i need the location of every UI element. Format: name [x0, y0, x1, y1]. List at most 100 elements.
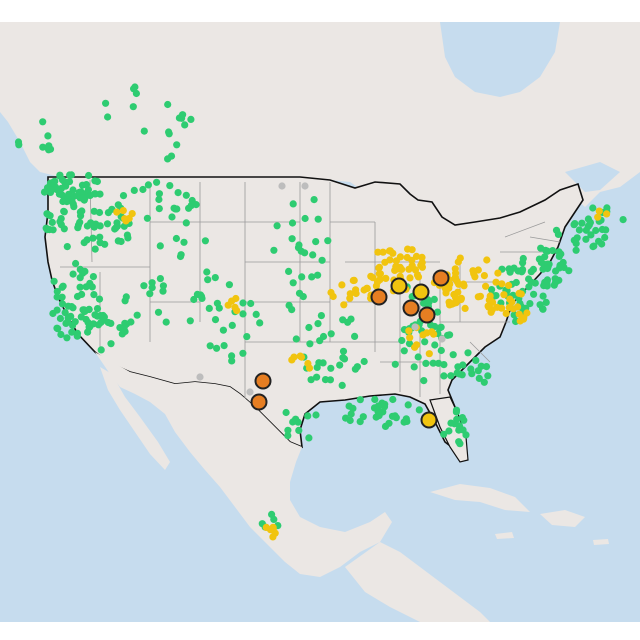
good-sensor-marker[interactable] [206, 342, 214, 350]
good-sensor-marker[interactable] [360, 357, 368, 366]
good-sensor-marker[interactable] [82, 181, 90, 189]
good-sensor-marker[interactable] [203, 268, 211, 276]
moderate-sensor-marker[interactable] [456, 254, 464, 262]
good-sensor-marker[interactable] [414, 353, 422, 361]
good-sensor-marker[interactable] [64, 318, 72, 326]
good-sensor-marker[interactable] [324, 237, 332, 245]
good-sensor-marker[interactable] [347, 410, 355, 418]
good-sensor-marker[interactable] [97, 318, 105, 327]
good-sensor-marker[interactable] [519, 259, 527, 267]
good-sensor-marker[interactable] [284, 432, 292, 440]
moderate-sensor-marker[interactable] [428, 328, 436, 336]
good-sensor-marker[interactable] [56, 314, 64, 323]
good-sensor-marker[interactable] [228, 357, 236, 365]
good-sensor-marker[interactable] [573, 234, 581, 242]
moderate-sensor-marker[interactable] [452, 269, 460, 277]
good-sensor-marker[interactable] [305, 434, 313, 442]
map-view[interactable] [0, 22, 640, 622]
good-sensor-marker[interactable] [539, 292, 547, 300]
good-sensor-marker[interactable] [543, 264, 552, 273]
good-sensor-marker[interactable] [571, 220, 579, 228]
good-sensor-marker[interactable] [173, 141, 181, 149]
moderate-sensor-marker[interactable] [406, 334, 414, 342]
moderate-sensor-marker[interactable] [233, 307, 241, 315]
good-sensor-marker[interactable] [327, 330, 335, 338]
good-sensor-marker[interactable] [93, 305, 102, 313]
good-sensor-marker[interactable] [289, 200, 297, 208]
map-canvas[interactable] [0, 22, 640, 622]
good-sensor-marker[interactable] [84, 318, 92, 327]
good-sensor-marker[interactable] [156, 275, 164, 283]
moderate-sensor-marker[interactable] [346, 294, 354, 302]
good-sensor-marker[interactable] [353, 363, 361, 371]
good-sensor-marker[interactable] [107, 340, 115, 348]
good-sensor-marker[interactable] [107, 319, 115, 327]
good-sensor-marker[interactable] [389, 395, 397, 404]
good-sensor-marker[interactable] [186, 317, 194, 325]
good-sensor-marker[interactable] [526, 300, 534, 308]
good-sensor-marker[interactable] [316, 337, 324, 345]
good-sensor-marker[interactable] [314, 320, 322, 328]
good-sensor-marker[interactable] [455, 370, 463, 378]
moderate-sensor-marker[interactable] [352, 289, 360, 298]
good-sensor-marker[interactable] [69, 270, 77, 278]
good-sensor-marker[interactable] [204, 276, 212, 284]
moderate-sensor-marker[interactable] [412, 283, 430, 301]
good-sensor-marker[interactable] [372, 413, 380, 421]
good-sensor-marker[interactable] [474, 367, 482, 375]
good-sensor-marker[interactable] [295, 241, 303, 249]
good-sensor-marker[interactable] [247, 299, 255, 308]
good-sensor-marker[interactable] [371, 395, 379, 404]
good-sensor-marker[interactable] [578, 219, 586, 227]
good-sensor-marker[interactable] [84, 328, 92, 336]
moderate-sensor-marker[interactable] [408, 262, 416, 270]
good-sensor-marker[interactable] [181, 121, 189, 129]
good-sensor-marker[interactable] [201, 237, 209, 245]
good-sensor-marker[interactable] [82, 283, 90, 291]
good-sensor-marker[interactable] [153, 178, 161, 186]
good-sensor-marker[interactable] [48, 218, 56, 226]
good-sensor-marker[interactable] [155, 195, 163, 204]
good-sensor-marker[interactable] [452, 406, 461, 414]
good-sensor-marker[interactable] [159, 282, 167, 290]
good-sensor-marker[interactable] [40, 188, 49, 196]
good-sensor-marker[interactable] [190, 295, 198, 304]
good-sensor-marker[interactable] [228, 352, 236, 360]
good-sensor-marker[interactable] [133, 311, 141, 319]
good-sensor-marker[interactable] [211, 274, 219, 282]
good-sensor-marker[interactable] [166, 182, 174, 190]
good-sensor-marker[interactable] [56, 171, 64, 179]
good-sensor-marker[interactable] [73, 292, 82, 301]
moderate-sensor-marker[interactable] [603, 210, 611, 218]
usg-sensor-marker[interactable] [402, 299, 420, 317]
good-sensor-marker[interactable] [270, 246, 278, 254]
good-sensor-marker[interactable] [182, 219, 190, 227]
good-sensor-marker[interactable] [219, 326, 227, 334]
good-sensor-marker[interactable] [292, 335, 300, 343]
good-sensor-marker[interactable] [444, 331, 452, 339]
moderate-sensor-marker[interactable] [408, 246, 416, 254]
good-sensor-marker[interactable] [180, 238, 188, 246]
good-sensor-marker[interactable] [187, 115, 195, 123]
good-sensor-marker[interactable] [42, 224, 50, 232]
moderate-sensor-marker[interactable] [418, 263, 426, 271]
good-sensor-marker[interactable] [349, 404, 357, 412]
good-sensor-marker[interactable] [101, 240, 109, 248]
good-sensor-marker[interactable] [297, 247, 305, 255]
moderate-sensor-marker[interactable] [374, 248, 382, 256]
good-sensor-marker[interactable] [431, 341, 439, 349]
good-sensor-marker[interactable] [78, 207, 86, 215]
good-sensor-marker[interactable] [541, 280, 550, 288]
good-sensor-marker[interactable] [359, 413, 367, 421]
good-sensor-marker[interactable] [60, 207, 68, 215]
good-sensor-marker[interactable] [58, 191, 66, 199]
good-sensor-marker[interactable] [104, 113, 112, 121]
good-sensor-marker[interactable] [598, 225, 606, 234]
unavailable-sensor-marker[interactable] [278, 182, 286, 190]
moderate-sensor-marker[interactable] [500, 291, 508, 299]
moderate-sensor-marker[interactable] [425, 350, 433, 358]
good-sensor-marker[interactable] [572, 239, 580, 248]
good-sensor-marker[interactable] [116, 324, 124, 332]
good-sensor-marker[interactable] [541, 253, 549, 261]
good-sensor-marker[interactable] [314, 271, 322, 279]
